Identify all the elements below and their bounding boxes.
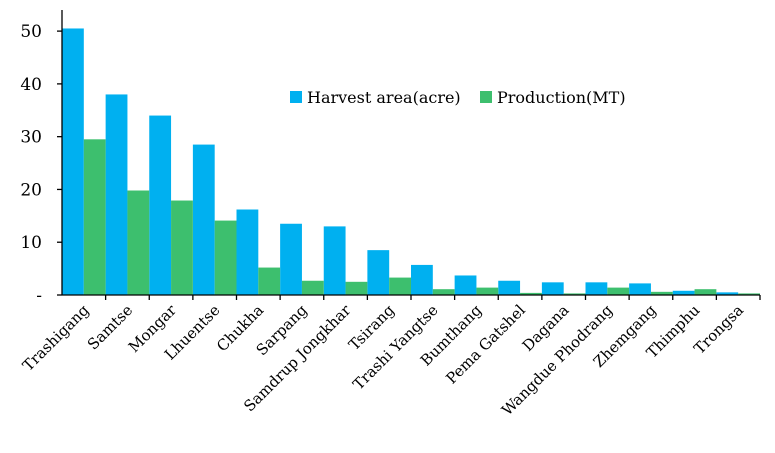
bar-production-9 — [476, 287, 499, 295]
y-tick-label-3: 30 — [20, 128, 42, 148]
bar-production-4 — [258, 267, 281, 295]
bar-production-13 — [650, 291, 673, 295]
bar-harvest-area-0 — [62, 28, 84, 295]
x-tick-label-0: Trashigang — [19, 301, 93, 375]
bar-harvest-area-15 — [716, 292, 739, 295]
bar-harvest-area-2 — [149, 115, 172, 295]
bar-production-12 — [607, 287, 630, 295]
bar-harvest-area-13 — [629, 283, 651, 295]
bar-production-1 — [127, 190, 150, 295]
bar-harvest-area-8 — [411, 264, 433, 295]
y-tick-label-0: - — [36, 286, 42, 306]
legend-label-harvest-area: Harvest area(acre) — [307, 88, 461, 107]
bar-harvest-area-6 — [323, 226, 346, 295]
bar-harvest-area-11 — [541, 282, 564, 295]
y-tick-label-2: 20 — [20, 180, 42, 200]
y-tick-label-1: 10 — [20, 233, 42, 253]
bar-production-0 — [83, 139, 106, 295]
bar-harvest-area-12 — [585, 282, 608, 295]
legend-label-production: Production(MT) — [497, 88, 626, 107]
bar-harvest-area-5 — [280, 223, 302, 295]
legend-swatch-production — [480, 91, 492, 103]
bar-production-10 — [520, 292, 542, 295]
bar-production-2 — [171, 200, 193, 295]
bar-harvest-area-7 — [367, 250, 390, 295]
bar-production-14 — [694, 289, 717, 295]
bar-production-7 — [389, 277, 411, 295]
bar-harvest-area-4 — [236, 209, 259, 295]
bar-production-5 — [301, 280, 324, 295]
bar-harvest-area-3 — [192, 144, 215, 295]
bar-production-15 — [738, 293, 760, 295]
bar-production-8 — [432, 289, 455, 295]
y-tick-label-4: 40 — [20, 75, 42, 95]
bar-production-3 — [214, 220, 237, 295]
bar-harvest-area-10 — [498, 280, 521, 295]
legend-swatch-harvest-area — [290, 91, 302, 103]
x-tick-label-10: Pema Gatshel — [442, 301, 529, 388]
bar-production-11 — [563, 293, 586, 295]
bar-production-6 — [345, 281, 368, 295]
y-tick-label-5: 50 — [20, 22, 42, 42]
bar-harvest-area-9 — [454, 275, 477, 295]
bar-harvest-area-14 — [672, 290, 695, 295]
bar-harvest-area-1 — [105, 94, 128, 295]
